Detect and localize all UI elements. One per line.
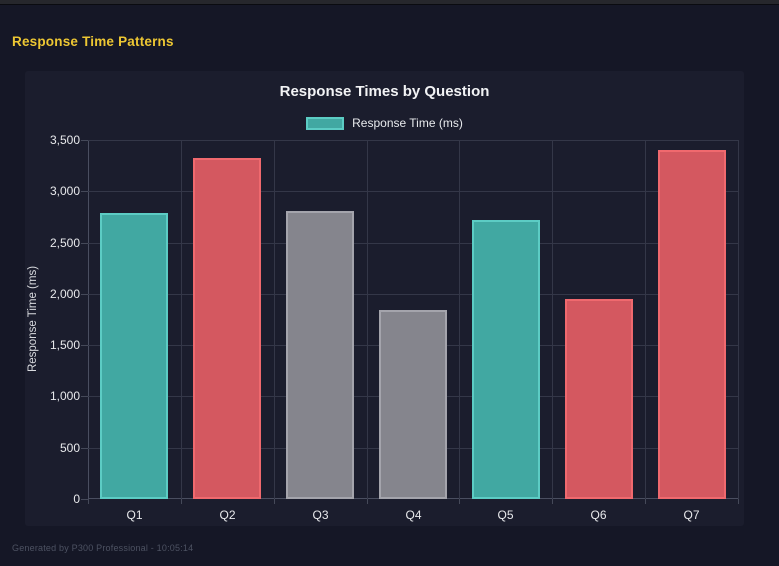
chart-panel: Response Times by Question Response Time…	[25, 71, 744, 526]
plot-area: 3,500 3,000 2,500 2,000 1,500 1,000 500 0 Q1 Q2 Q3…	[50, 133, 739, 522]
h-gridline	[88, 243, 738, 244]
x-tick-mark	[645, 499, 646, 504]
chart-legend[interactable]: Response Time (ms)	[25, 116, 744, 130]
y-tick-mark	[81, 499, 88, 500]
x-tick-mark	[274, 499, 275, 504]
v-gridline	[181, 140, 182, 499]
legend-color-swatch	[306, 116, 345, 130]
y-tick-mark	[81, 294, 88, 295]
x-tick-mark	[367, 499, 368, 504]
x-tick-mark	[88, 499, 89, 504]
y-tick-label: 2,000	[49, 287, 80, 301]
x-tick-mark	[552, 499, 553, 504]
y-tick-mark	[81, 345, 88, 346]
bar-q4[interactable]	[379, 310, 447, 499]
x-axis-label-q6: Q6	[590, 508, 607, 522]
y-tick-mark	[81, 140, 88, 141]
y-tick-label: 3,500	[49, 133, 80, 147]
y-tick-mark	[81, 396, 88, 397]
page-title: Response Time Patterns	[12, 34, 174, 49]
y-tick-mark	[81, 191, 88, 192]
y-tick-label: 2,500	[49, 236, 80, 250]
y-tick-mark	[81, 448, 88, 449]
y-tick-label: 1,000	[49, 389, 80, 403]
y-tick-label: 3,000	[49, 184, 80, 198]
chart-title: Response Times by Question	[279, 83, 490, 100]
v-gridline	[645, 140, 646, 499]
y-tick-label: 500	[59, 441, 80, 455]
h-gridline	[88, 294, 738, 295]
bar-q1[interactable]	[100, 213, 168, 499]
bar-q2[interactable]	[193, 158, 261, 499]
y-tick-mark	[81, 243, 88, 244]
x-axis-label-q5: Q5	[497, 508, 514, 522]
v-gridline	[738, 140, 739, 499]
x-axis-label-q4: Q4	[405, 508, 422, 522]
y-axis-title: Response Time (ms)	[27, 265, 39, 373]
x-axis-label-q3: Q3	[312, 508, 329, 522]
footer-generated-note: Generated by P300 Professional - 10:05:1…	[12, 543, 194, 553]
v-gridline	[459, 140, 460, 499]
v-gridline	[367, 140, 368, 499]
x-tick-mark	[181, 499, 182, 504]
v-gridline	[274, 140, 275, 499]
y-tick-label: 1,500	[49, 338, 80, 352]
bar-q3[interactable]	[286, 211, 354, 499]
legend-label: Response Time (ms)	[352, 116, 463, 130]
x-tick-mark	[738, 499, 739, 504]
x-axis-label-q1: Q1	[126, 508, 143, 522]
window-top-bar	[0, 0, 779, 5]
bar-q7[interactable]	[658, 150, 726, 499]
h-gridline	[88, 140, 738, 141]
y-tick-label: 0	[73, 492, 80, 506]
x-axis-label-q7: Q7	[683, 508, 700, 522]
v-gridline	[552, 140, 553, 499]
h-gridline	[88, 191, 738, 192]
y-axis-line	[88, 140, 89, 499]
x-tick-mark	[459, 499, 460, 504]
x-axis-label-q2: Q2	[219, 508, 236, 522]
bar-q5[interactable]	[472, 220, 540, 499]
bar-q6[interactable]	[565, 299, 633, 499]
